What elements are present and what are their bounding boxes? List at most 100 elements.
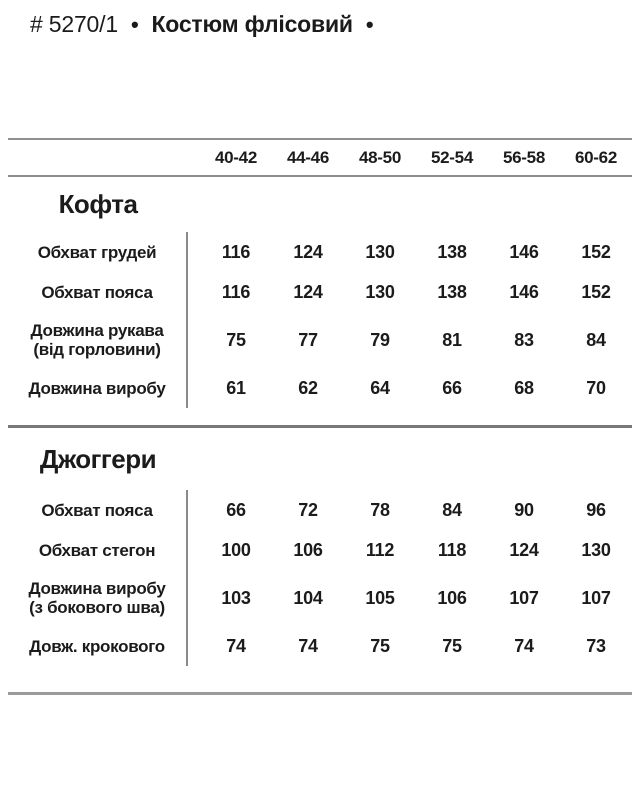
value-cell: 107	[581, 587, 611, 608]
row-label: Обхват пояса	[8, 490, 188, 530]
row-label-text: Обхват пояса	[41, 500, 153, 520]
value-cell: 112	[365, 539, 395, 560]
value-cell: 130	[581, 539, 611, 560]
value-cell: 84	[586, 329, 606, 350]
value-cell: 61	[226, 377, 246, 398]
table-row: Обхват грудей 116 124 130 138 146 152	[8, 232, 632, 272]
table-row: Обхват пояса 66 72 78 84 90 96	[8, 490, 632, 530]
section-rows-kofta: Обхват грудей 116 124 130 138 146 152 Об…	[8, 232, 632, 408]
value-cell: 74	[514, 635, 534, 656]
row-label-text: Довжина рукава	[30, 321, 164, 340]
value-cell: 106	[293, 539, 323, 560]
size-column-header: 48-50	[359, 147, 401, 167]
row-values: 66 72 78 84 90 96	[188, 490, 632, 530]
product-name: Костюм флісовий	[151, 11, 353, 37]
value-cell: 130	[365, 281, 395, 302]
value-cell: 116	[221, 281, 251, 302]
value-cell: 64	[370, 377, 390, 398]
value-cell: 152	[581, 241, 611, 262]
row-label: Довжина виробу	[8, 368, 188, 408]
value-cell: 73	[586, 635, 606, 656]
value-cell: 100	[221, 539, 251, 560]
value-cell: 75	[226, 329, 246, 350]
row-label-text: Довж. крокового	[29, 636, 165, 656]
row-label-text: Довжина виробу	[28, 378, 166, 398]
row-label: Довж. крокового	[8, 626, 188, 666]
value-cell: 79	[370, 329, 390, 350]
value-cell: 74	[298, 635, 318, 656]
row-values: 100 106 112 118 124 130	[188, 530, 632, 570]
value-cell: 106	[437, 587, 467, 608]
value-cell: 81	[442, 329, 462, 350]
row-label: Обхват пояса	[8, 272, 188, 312]
row-label-text: Довжина виробу	[28, 579, 166, 598]
row-values: 61 62 64 66 68 70	[188, 368, 632, 408]
value-cell: 152	[581, 281, 611, 302]
size-column-header: 56-58	[503, 147, 545, 167]
value-cell: 104	[293, 587, 323, 608]
table-row: Довж. крокового 74 74 75 75 74 73	[8, 626, 632, 666]
row-label-text: Обхват пояса	[41, 282, 153, 302]
row-label: Обхват стегон	[8, 530, 188, 570]
row-label-text: Обхват стегон	[38, 540, 156, 560]
value-cell: 62	[298, 377, 318, 398]
value-cell: 74	[226, 635, 246, 656]
value-cell: 146	[509, 241, 539, 262]
value-cell: 105	[365, 587, 395, 608]
value-cell: 138	[437, 241, 467, 262]
table-row: Довжина рукава (від горловини) 75 77 79 …	[8, 312, 632, 368]
size-column-header: 40-42	[215, 147, 257, 167]
table-row: Обхват пояса 116 124 130 138 146 152	[8, 272, 632, 312]
size-column-header: 52-54	[431, 147, 473, 167]
value-cell: 138	[437, 281, 467, 302]
value-cell: 116	[221, 241, 251, 262]
value-cell: 75	[370, 635, 390, 656]
row-label: Довжина виробу (з бокового шва)	[8, 570, 188, 626]
value-cell: 124	[293, 241, 323, 262]
row-values: 103 104 105 106 107 107	[188, 570, 632, 626]
value-cell: 77	[298, 329, 318, 350]
value-cell: 124	[293, 281, 323, 302]
bullet-icon: •	[365, 12, 374, 37]
table-row: Обхват стегон 100 106 112 118 124 130	[8, 530, 632, 570]
row-values: 116 124 130 138 146 152	[188, 272, 632, 312]
value-cell: 124	[509, 539, 539, 560]
value-cell: 66	[442, 377, 462, 398]
section-header-kofta: Кофта	[8, 177, 632, 232]
value-cell: 118	[437, 539, 467, 560]
product-code: # 5270/1	[30, 11, 118, 37]
table-row: Довжина виробу (з бокового шва) 103 104 …	[8, 570, 632, 626]
row-values: 116 124 130 138 146 152	[188, 232, 632, 272]
row-label-text: Обхват грудей	[37, 242, 157, 262]
table-row: Довжина виробу 61 62 64 66 68 70	[8, 368, 632, 408]
size-column-header: 60-62	[575, 147, 617, 167]
section-title: Джоггери	[39, 443, 157, 474]
row-label: Обхват грудей	[8, 232, 188, 272]
value-cell: 146	[509, 281, 539, 302]
section-rows-joggers: Обхват пояса 66 72 78 84 90 96 Обхват ст…	[8, 490, 632, 666]
row-label: Довжина рукава (від горловини)	[8, 312, 188, 368]
value-cell: 70	[586, 377, 606, 398]
page-title: # 5270/1 • Костюм флісовий •	[30, 11, 374, 38]
value-cell: 83	[514, 329, 534, 350]
section-divider	[8, 425, 632, 428]
row-label-subtext: (з бокового шва)	[29, 598, 165, 617]
row-values: 74 74 75 75 74 73	[188, 626, 632, 666]
value-cell: 103	[221, 587, 251, 608]
value-cell: 84	[442, 499, 462, 520]
value-cell: 107	[509, 587, 539, 608]
value-cell: 90	[514, 499, 534, 520]
size-table: 40-42 44-46 48-50 52-54 56-58 60-62 Кофт…	[8, 138, 632, 695]
value-cell: 66	[226, 499, 246, 520]
value-cell: 78	[370, 499, 390, 520]
value-cell: 68	[514, 377, 534, 398]
value-cell: 75	[442, 635, 462, 656]
section-header-joggers: Джоггери	[8, 428, 632, 490]
row-values: 75 77 79 81 83 84	[188, 312, 632, 368]
value-cell: 72	[298, 499, 318, 520]
size-column-header: 44-46	[287, 147, 329, 167]
bottom-divider	[8, 692, 632, 695]
value-cell: 96	[586, 499, 606, 520]
bullet-icon: •	[130, 12, 139, 37]
